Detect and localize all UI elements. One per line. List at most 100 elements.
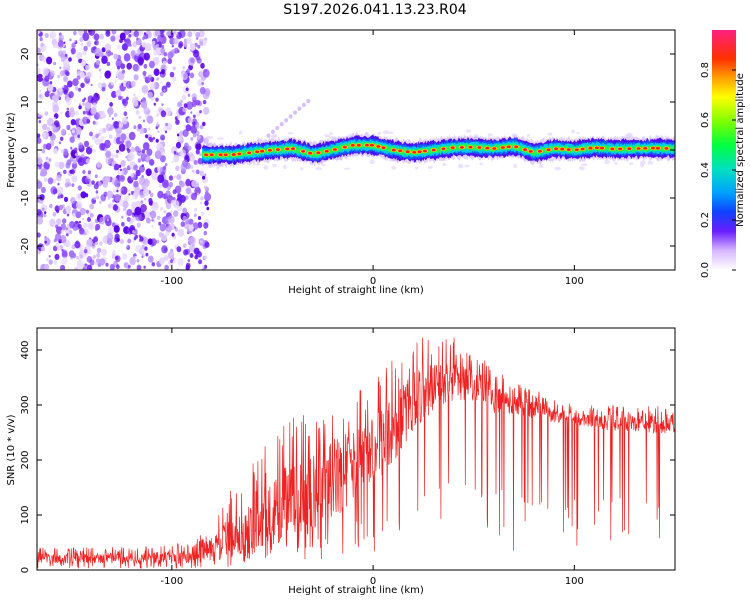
noise-speckle <box>106 218 109 222</box>
noise-speckle <box>193 160 198 165</box>
noise-speckle <box>106 190 114 199</box>
noise-speckle <box>121 187 124 191</box>
noise-speckle <box>100 110 105 117</box>
noise-speckle <box>95 261 99 266</box>
noise-speckle <box>135 169 141 177</box>
noise-speckle <box>85 64 90 71</box>
noise-speckle <box>66 224 70 227</box>
noise-speckle <box>62 85 65 88</box>
faint-speckle <box>299 167 304 171</box>
noise-speckle <box>106 232 114 241</box>
noise-speckle <box>134 146 140 152</box>
noise-speckle <box>54 205 60 212</box>
noise-speckle <box>87 30 92 33</box>
faint-speckle <box>479 162 483 166</box>
noise-speckle <box>99 216 106 225</box>
noise-speckle <box>105 175 111 183</box>
noise-speckle <box>137 123 142 130</box>
noise-speckle <box>41 246 45 252</box>
noise-speckle <box>52 104 60 113</box>
noise-speckle <box>144 197 147 201</box>
noise-speckle <box>78 105 82 110</box>
noise-speckle <box>86 256 93 263</box>
noise-speckle <box>82 218 85 221</box>
band-core-red <box>485 146 490 150</box>
noise-speckle <box>166 31 171 36</box>
noise-speckle <box>37 67 41 75</box>
faint-speckle <box>457 163 464 169</box>
noise-speckle <box>195 31 201 38</box>
noise-speckle <box>133 180 139 188</box>
figure-title: S197.2026.041.13.23.R04 <box>283 2 467 18</box>
noise-speckle <box>60 136 64 141</box>
noise-speckle <box>172 66 176 71</box>
noise-speckle <box>41 132 47 138</box>
noise-speckle <box>169 223 175 231</box>
band-core-red <box>554 147 559 150</box>
noise-speckle <box>89 144 93 149</box>
noise-speckle <box>66 213 70 217</box>
noise-speckle <box>195 99 201 106</box>
noise-speckle <box>199 124 204 130</box>
band-core-red <box>600 146 604 150</box>
noise-speckle <box>49 218 56 227</box>
noise-speckle <box>182 66 186 70</box>
noise-speckle <box>98 68 102 72</box>
noise-speckle <box>97 82 103 89</box>
noise-speckle <box>192 30 197 34</box>
noise-speckle <box>164 130 168 134</box>
noise-speckle <box>60 194 64 199</box>
noise-speckle <box>97 181 102 187</box>
noise-speckle <box>199 201 202 205</box>
noise-speckle <box>167 58 173 65</box>
noise-speckle <box>179 194 186 203</box>
noise-speckle <box>46 126 51 132</box>
noise-speckle <box>87 217 91 222</box>
noise-speckle <box>204 255 208 260</box>
noise-speckle <box>53 42 58 49</box>
noise-speckle <box>133 93 136 97</box>
noise-speckle <box>108 124 111 128</box>
noise-speckle <box>83 249 88 254</box>
noise-speckle <box>85 72 92 79</box>
noise-speckle <box>180 181 185 188</box>
noise-speckle <box>84 101 92 109</box>
noise-speckle <box>128 33 132 38</box>
noise-speckle <box>174 226 177 229</box>
noise-speckle <box>164 163 168 167</box>
noise-speckle <box>99 71 103 75</box>
faint-speckle <box>640 162 644 168</box>
noise-speckle <box>129 257 136 266</box>
noise-speckle <box>113 112 118 118</box>
noise-speckle <box>44 32 49 39</box>
band-core-red <box>291 147 295 150</box>
noise-speckle <box>78 103 81 106</box>
spectrogram-y-tick-label: 0 <box>20 147 31 153</box>
faint-speckle <box>387 131 394 135</box>
noise-speckle <box>202 68 210 78</box>
noise-speckle <box>161 234 168 242</box>
noise-speckle <box>188 224 194 232</box>
noise-speckle <box>57 186 64 195</box>
noise-speckle <box>172 189 177 195</box>
noise-speckle <box>47 177 54 185</box>
noise-speckle <box>140 204 147 213</box>
noise-speckle <box>37 73 44 82</box>
noise-speckle <box>63 240 66 243</box>
snr-plot-area <box>37 328 675 570</box>
noise-speckle <box>122 253 128 260</box>
noise-speckle <box>94 39 99 46</box>
noise-speckle <box>142 97 146 103</box>
band-core-red <box>391 148 396 152</box>
band-core-red <box>398 149 403 153</box>
noise-speckle <box>69 169 73 174</box>
noise-speckle <box>87 181 90 185</box>
faint-speckle <box>329 131 333 136</box>
noise-speckle <box>119 238 125 245</box>
noise-speckle <box>160 207 164 211</box>
noise-speckle <box>57 195 60 199</box>
noise-speckle <box>78 58 82 64</box>
noise-speckle <box>145 100 148 103</box>
noise-speckle <box>94 121 99 126</box>
